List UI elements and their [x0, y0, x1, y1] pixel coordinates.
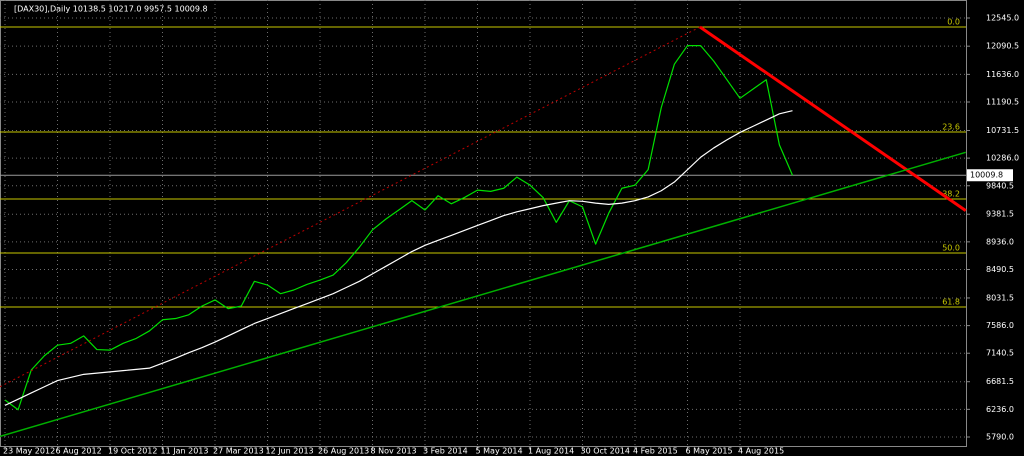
x-tick-label: 6 Aug 2012: [56, 447, 102, 456]
x-tick-label: 27 Mar 2013: [213, 447, 264, 456]
fib-label: 38.2: [942, 189, 960, 198]
last-price-label: 10009.8: [970, 171, 1003, 180]
x-tick-label: 8 Nov 2013: [371, 447, 417, 456]
y-tick-label: 10731.5: [986, 126, 1019, 135]
y-tick-label: 11636.0: [986, 70, 1019, 79]
x-tick-label: 4 Feb 2015: [633, 447, 678, 456]
fib-label: 0.0: [947, 17, 960, 26]
fib-label: 61.8: [942, 297, 960, 306]
trend-line: [699, 25, 967, 212]
y-tick-label: 8490.5: [986, 265, 1014, 274]
trend-line: [0, 26, 701, 388]
y-tick-label: 6681.5: [986, 377, 1014, 386]
last-price-box: [967, 169, 1013, 182]
x-tick-label: 23 May 2012: [3, 447, 55, 456]
x-tick-label: 11 Jan 2013: [161, 447, 209, 456]
fib-label: 50.0: [942, 243, 960, 252]
trend-line: [0, 151, 966, 438]
x-tick-label: 19 Oct 2012: [108, 447, 157, 456]
plot-frame: [0, 0, 967, 447]
y-tick-label: 5790.0: [986, 433, 1014, 442]
price-line: [4, 110, 793, 406]
y-tick-label: 9840.5: [986, 181, 1014, 190]
x-tick-label: 3 Feb 2014: [423, 447, 468, 456]
x-tick-label: 1 Aug 2014: [528, 447, 574, 456]
y-tick-label: 6236.0: [986, 405, 1014, 414]
y-tick-label: 10286.0: [986, 154, 1019, 163]
y-tick-label: 8936.0: [986, 237, 1014, 246]
y-tick-label: 8031.5: [986, 293, 1014, 302]
y-tick-label: 12545.0: [986, 13, 1019, 22]
y-tick-label: 9381.5: [986, 210, 1014, 219]
x-tick-label: 26 Aug 2013: [318, 447, 369, 456]
y-tick-label: 7140.5: [986, 349, 1014, 358]
y-tick-label: 11190.5: [986, 98, 1019, 107]
x-tick-label: 6 May 2015: [686, 447, 733, 456]
x-tick-label: 12 Jun 2013: [266, 447, 314, 456]
x-tick-label: 30 Oct 2014: [581, 447, 630, 456]
y-tick-label: 7586.0: [986, 321, 1014, 330]
y-tick-label: 12090.5: [986, 42, 1019, 51]
x-tick-label: 5 May 2014: [476, 447, 523, 456]
price-line: [4, 44, 794, 411]
x-tick-label: 4 Aug 2015: [738, 447, 784, 456]
fib-label: 23.6: [942, 123, 960, 132]
chart-title: [DAX30],Daily 10138.5 10217.0 9957.5 100…: [14, 5, 208, 14]
